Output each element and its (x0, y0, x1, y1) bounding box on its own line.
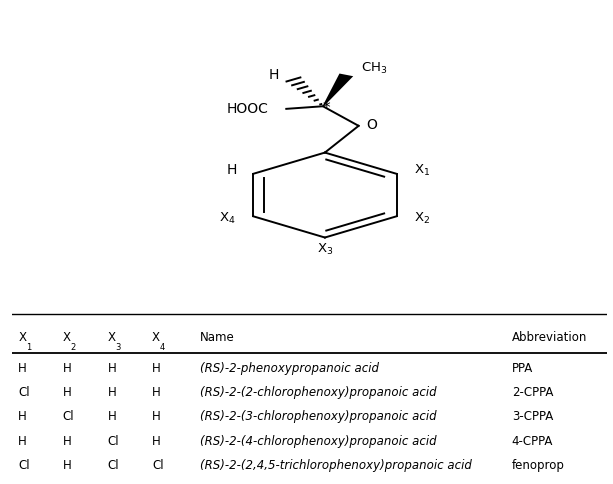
Text: H: H (63, 459, 72, 472)
Text: X$_2$: X$_2$ (414, 211, 430, 227)
Text: 4-CPPA: 4-CPPA (512, 435, 553, 448)
Text: H: H (18, 435, 27, 448)
Text: H: H (18, 410, 27, 424)
Text: Name: Name (200, 331, 234, 344)
Text: X$_3$: X$_3$ (317, 242, 333, 257)
Text: 4: 4 (160, 344, 165, 352)
Text: H: H (107, 386, 116, 399)
Text: H: H (63, 386, 72, 399)
Text: CH$_3$: CH$_3$ (360, 60, 387, 76)
Text: *: * (322, 101, 330, 116)
Text: X: X (63, 331, 71, 344)
Text: (RS)-2-(2,4,5-trichlorophenoxy)propanoic acid: (RS)-2-(2,4,5-trichlorophenoxy)propanoic… (200, 459, 471, 472)
Text: Cl: Cl (63, 410, 74, 424)
Text: H: H (227, 163, 237, 177)
Text: Cl: Cl (18, 386, 30, 399)
Text: 2-CPPA: 2-CPPA (512, 386, 553, 399)
Text: H: H (107, 410, 116, 424)
Text: X$_4$: X$_4$ (219, 211, 236, 227)
Text: 3: 3 (115, 344, 121, 352)
Text: Cl: Cl (18, 459, 30, 472)
Text: (RS)-2-(4-chlorophenoxy)propanoic acid: (RS)-2-(4-chlorophenoxy)propanoic acid (200, 435, 436, 448)
Text: PPA: PPA (512, 362, 533, 375)
Text: H: H (152, 386, 161, 399)
Text: HOOC: HOOC (227, 102, 268, 116)
Text: X: X (107, 331, 115, 344)
Text: H: H (63, 362, 72, 375)
Text: (RS)-2-(2-chlorophenoxy)propanoic acid: (RS)-2-(2-chlorophenoxy)propanoic acid (200, 386, 436, 399)
Text: H: H (152, 435, 161, 448)
Text: Cl: Cl (107, 435, 119, 448)
Text: 2: 2 (70, 344, 76, 352)
Text: Cl: Cl (107, 459, 119, 472)
Text: H: H (152, 362, 161, 375)
Text: H: H (18, 362, 27, 375)
Text: 1: 1 (26, 344, 31, 352)
Text: H: H (269, 68, 279, 82)
Text: (RS)-2-(3-chlorophenoxy)propanoic acid: (RS)-2-(3-chlorophenoxy)propanoic acid (200, 410, 436, 424)
Text: X: X (18, 331, 26, 344)
Text: X: X (152, 331, 160, 344)
Text: 3-CPPA: 3-CPPA (512, 410, 553, 424)
Text: H: H (107, 362, 116, 375)
Text: (RS)-2-phenoxypropanoic acid: (RS)-2-phenoxypropanoic acid (200, 362, 379, 375)
Text: Abbreviation: Abbreviation (512, 331, 587, 344)
Text: Cl: Cl (152, 459, 164, 472)
Text: H: H (63, 435, 72, 448)
Text: H: H (152, 410, 161, 424)
Text: O: O (367, 118, 378, 132)
Text: X$_1$: X$_1$ (414, 163, 430, 178)
Text: fenoprop: fenoprop (512, 459, 565, 472)
Polygon shape (322, 74, 353, 106)
